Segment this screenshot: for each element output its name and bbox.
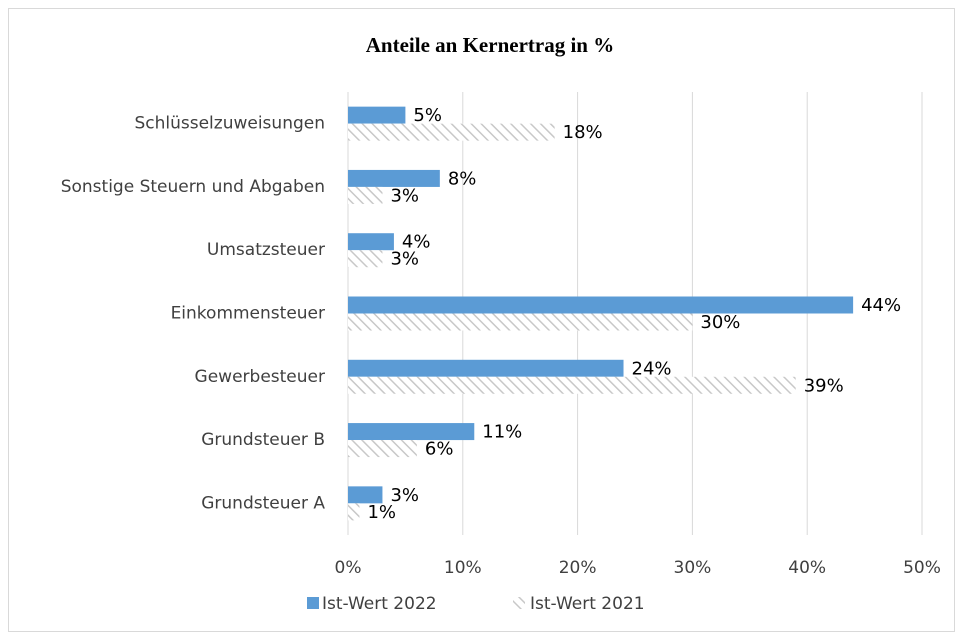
bar xyxy=(348,503,360,521)
x-tick-label: 40% xyxy=(788,558,826,578)
chart-title: Anteile an Kernertrag in % xyxy=(366,33,614,57)
value-label: 11% xyxy=(482,422,522,443)
bar xyxy=(348,376,796,394)
x-tick-label: 20% xyxy=(559,558,597,578)
bar xyxy=(348,233,394,251)
bar xyxy=(348,423,475,441)
value-label: 18% xyxy=(563,122,603,143)
x-tick-label: 10% xyxy=(444,558,482,578)
bar xyxy=(348,123,555,141)
bar xyxy=(348,250,383,268)
value-label: 24% xyxy=(632,358,672,379)
x-tick-label: 30% xyxy=(674,558,712,578)
value-label: 30% xyxy=(700,312,740,333)
bar xyxy=(348,313,693,331)
y-tick-label: Gewerbesteuer xyxy=(195,367,325,387)
y-tick-label: Schlüsselzuweisungen xyxy=(134,114,325,134)
value-label: 5% xyxy=(413,105,442,126)
value-label: 39% xyxy=(804,375,844,396)
legend-label: Ist-Wert 2022 xyxy=(322,594,437,614)
y-tick-label: Grundsteuer A xyxy=(201,493,325,513)
bar xyxy=(348,440,417,458)
value-label: 3% xyxy=(390,249,419,270)
x-tick-label: 0% xyxy=(335,558,362,578)
value-label: 3% xyxy=(390,485,419,506)
bar xyxy=(348,486,383,504)
value-label: 6% xyxy=(425,439,454,460)
bar xyxy=(348,106,406,124)
legend-swatch xyxy=(307,597,319,609)
y-tick-label: Einkommensteuer xyxy=(171,304,325,324)
y-tick-label: Umsatzsteuer xyxy=(207,240,325,260)
value-label: 3% xyxy=(390,185,419,206)
bar xyxy=(348,359,624,377)
value-label: 44% xyxy=(861,295,901,316)
bar xyxy=(348,186,383,204)
bar xyxy=(348,169,440,187)
legend-swatch xyxy=(513,597,525,609)
value-label: 4% xyxy=(402,232,431,253)
y-tick-label: Grundsteuer B xyxy=(201,430,325,450)
value-label: 8% xyxy=(448,168,477,189)
legend-label: Ist-Wert 2021 xyxy=(530,594,645,614)
bar xyxy=(348,296,854,314)
value-label: 1% xyxy=(367,502,396,523)
x-tick-label: 50% xyxy=(903,558,941,578)
y-tick-label: Sonstige Steuern und Abgaben xyxy=(61,177,325,197)
